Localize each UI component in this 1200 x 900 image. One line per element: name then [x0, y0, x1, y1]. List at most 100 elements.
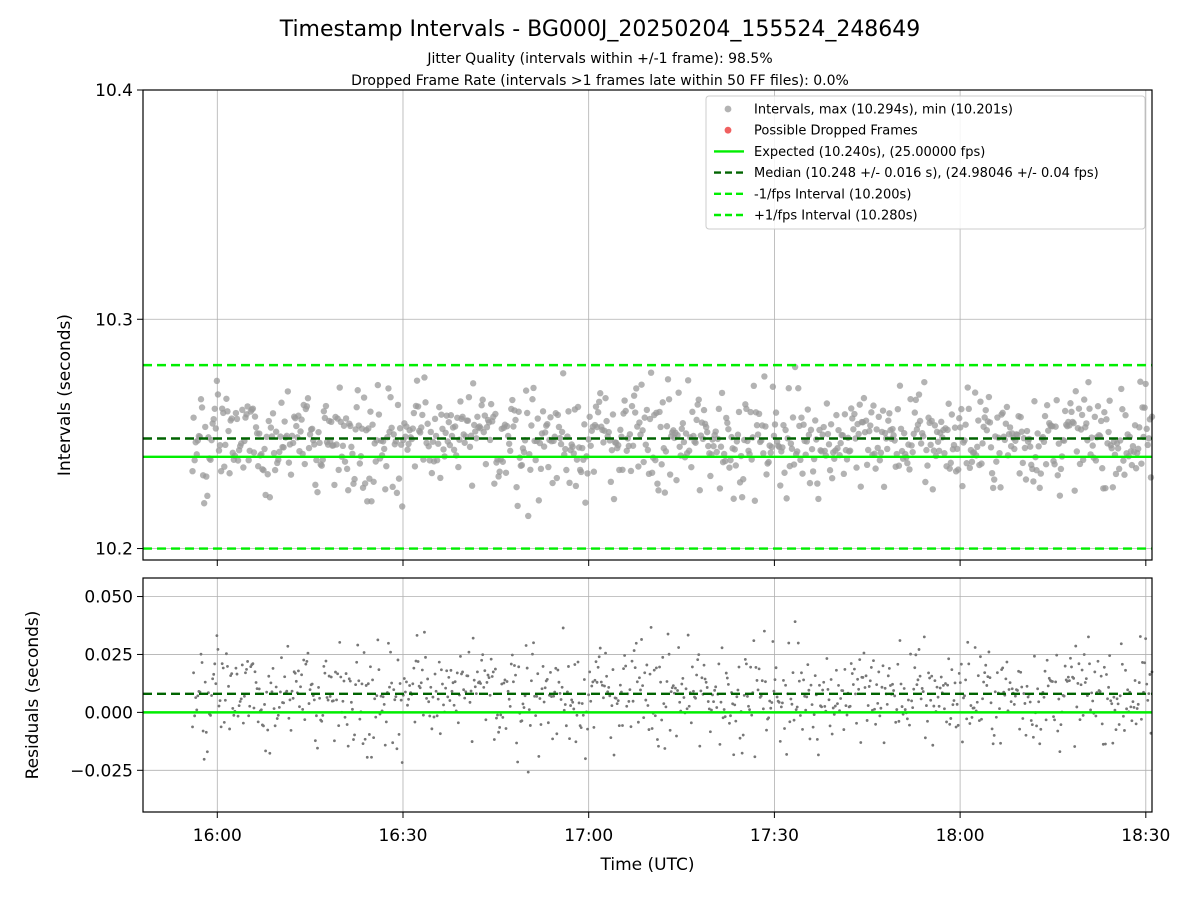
interval-point [510, 423, 517, 430]
residual-point [750, 713, 754, 717]
residual-point [664, 705, 668, 709]
residual-point [1066, 675, 1070, 679]
residual-point [223, 698, 227, 702]
interval-point [572, 482, 580, 490]
residual-point [616, 699, 620, 703]
interval-point [1037, 470, 1045, 477]
interval-point [754, 431, 762, 438]
intervals-y-axis-label: Intervals (seconds) [55, 314, 75, 476]
residual-point [1037, 700, 1041, 704]
legend-entry: Possible Dropped Frames [754, 124, 918, 139]
interval-point [514, 502, 521, 510]
residual-point [723, 715, 727, 719]
residual-point [234, 666, 238, 670]
interval-point [941, 450, 948, 457]
interval-point [807, 426, 815, 434]
interval-point [446, 441, 454, 449]
legend-entry: Intervals, max (10.294s), min (10.201s) [754, 103, 1013, 118]
residual-point [492, 738, 496, 741]
residual-point [606, 690, 610, 694]
residual-point [712, 700, 715, 703]
residual-point [589, 699, 593, 703]
interval-point [1083, 420, 1090, 427]
interval-point [271, 466, 279, 474]
residual-point [1112, 695, 1116, 699]
residual-point [646, 704, 650, 707]
residual-point [339, 675, 343, 679]
residual-point [907, 698, 910, 702]
residual-point [782, 678, 785, 682]
residual-point [995, 671, 999, 675]
interval-point [592, 403, 600, 410]
interval-point [910, 430, 917, 438]
interval-point [623, 447, 630, 454]
residual-point [839, 697, 843, 700]
interval-point [1129, 442, 1137, 450]
interval-point [676, 443, 683, 450]
residual-point [226, 665, 229, 668]
interval-point [761, 373, 768, 380]
interval-point [823, 400, 831, 407]
residual-point [660, 718, 664, 722]
interval-point [224, 408, 231, 415]
interval-point [447, 412, 455, 419]
interval-point [299, 450, 306, 458]
residual-point [815, 737, 819, 741]
interval-point [535, 497, 543, 504]
residual-point [850, 672, 854, 675]
residual-point [704, 680, 708, 684]
interval-point [512, 416, 519, 424]
interval-point [539, 408, 547, 415]
residual-point [346, 744, 350, 748]
residual-point [467, 650, 471, 654]
interval-point [252, 424, 260, 431]
residual-point [1054, 680, 1058, 684]
interval-point [469, 380, 477, 387]
interval-point [866, 427, 873, 435]
legend-entry: Expected (10.240s), (25.00000 fps) [754, 145, 985, 160]
interval-point [809, 468, 817, 475]
interval-point [367, 408, 374, 415]
residual-point [825, 657, 829, 660]
interval-point [696, 487, 703, 494]
interval-point [695, 396, 702, 403]
residual-point [760, 679, 764, 683]
interval-point [820, 423, 827, 431]
residual-point [879, 706, 883, 710]
interval-point [1075, 405, 1083, 412]
residual-point [199, 652, 203, 656]
residual-point [294, 679, 298, 683]
interval-point [595, 398, 603, 406]
interval-point [1045, 427, 1052, 434]
interval-point [1060, 437, 1068, 444]
residual-point [810, 703, 814, 707]
interval-point [762, 423, 769, 430]
residual-point [1044, 718, 1048, 722]
interval-point [627, 467, 635, 475]
residual-point [1008, 681, 1012, 685]
interval-point [897, 425, 905, 432]
residual-point [903, 708, 907, 711]
interval-point [435, 440, 442, 447]
bottom-y-tick-label: 0.050 [84, 588, 133, 608]
residual-point [733, 703, 737, 707]
interval-point [921, 378, 928, 386]
residual-point [262, 724, 265, 728]
residual-point [734, 719, 738, 723]
interval-point [211, 405, 218, 412]
interval-point [306, 431, 314, 438]
residual-point [595, 680, 599, 684]
residual-point [714, 685, 718, 689]
residual-point [363, 737, 367, 741]
residual-point [342, 679, 346, 683]
interval-point [750, 382, 758, 389]
residual-point [348, 679, 352, 683]
interval-point [438, 411, 445, 418]
interval-point [856, 401, 863, 408]
residual-point [874, 722, 877, 726]
residual-point [792, 718, 796, 722]
residual-point [590, 684, 594, 688]
residual-point [887, 666, 891, 670]
residual-point [239, 697, 243, 701]
x-tick-label: 16:00 [193, 826, 242, 846]
